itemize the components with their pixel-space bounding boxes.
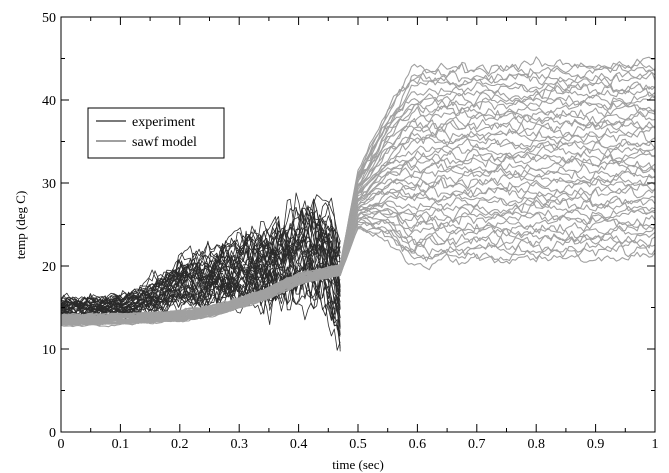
x-tick-label: 0.6 <box>409 437 427 452</box>
series-line-sawf-model <box>61 56 656 317</box>
x-tick-label: 0.7 <box>468 437 486 452</box>
series-line-sawf-model <box>60 61 656 317</box>
x-tick-label: 0.2 <box>171 437 189 452</box>
x-tick-label: 1 <box>652 437 659 452</box>
series-line-sawf-model <box>60 183 656 324</box>
x-tick-label: 0.1 <box>112 437 130 452</box>
y-tick-label: 30 <box>42 177 56 192</box>
x-tick-label: 0 <box>58 437 65 452</box>
x-tick-label: 0.8 <box>527 437 545 452</box>
legend: experiment sawf model <box>87 107 225 159</box>
data-traces <box>60 56 656 352</box>
y-tick-label: 0 <box>49 426 56 441</box>
y-tick-label: 40 <box>42 94 56 109</box>
legend-label-sawf-model: sawf model <box>132 135 197 150</box>
y-axis-label: temp (deg C) <box>13 191 28 260</box>
series-line-experiment <box>60 198 341 305</box>
series-line-experiment <box>60 197 341 307</box>
x-axis-label: time (sec) <box>332 457 384 472</box>
x-tick-label: 0.9 <box>587 437 605 452</box>
x-tick-label: 0.5 <box>349 437 367 452</box>
y-tick-label: 50 <box>42 11 56 26</box>
y-tick-label: 10 <box>42 343 56 358</box>
axis-ticks <box>60 16 656 433</box>
series-line-sawf-model <box>61 210 656 325</box>
series-line-experiment <box>60 205 341 306</box>
y-tick-label: 20 <box>42 260 56 275</box>
legend-box <box>87 107 225 159</box>
legend-label-experiment: experiment <box>132 115 195 130</box>
series-line-sawf-model <box>60 215 656 325</box>
series-line-experiment <box>60 207 341 306</box>
x-tick-label: 0.3 <box>230 437 248 452</box>
x-tick-label: 0.4 <box>290 437 308 452</box>
series-line-sawf-model <box>60 225 656 326</box>
series-line-experiment <box>60 194 341 307</box>
